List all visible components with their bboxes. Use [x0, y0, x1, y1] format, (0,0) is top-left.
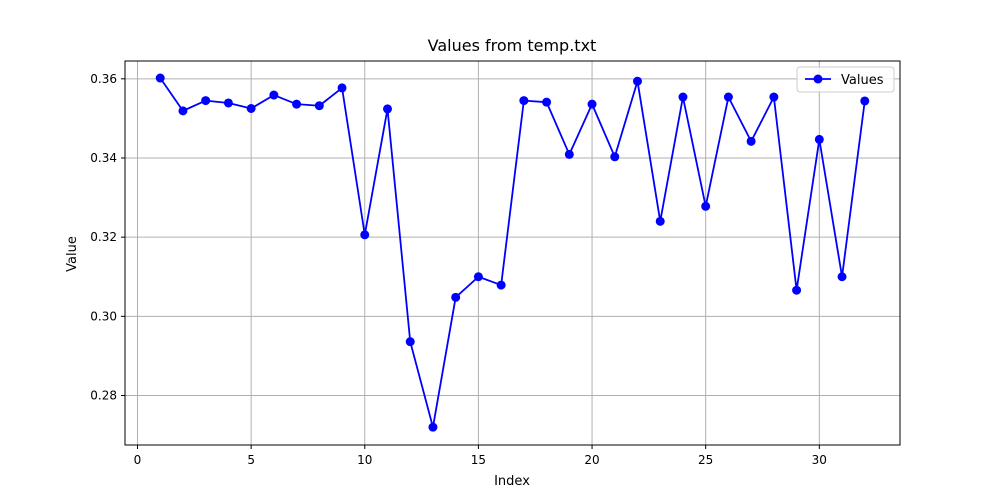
grid-lines — [125, 61, 900, 445]
data-point — [723, 92, 733, 102]
data-point — [496, 280, 506, 290]
y-tick-label: 0.28 — [90, 389, 117, 403]
y-tick-label: 0.32 — [90, 230, 117, 244]
x-tick-label: 5 — [247, 453, 255, 467]
data-point — [473, 272, 483, 282]
x-tick-label: 0 — [134, 453, 142, 467]
data-point — [155, 73, 165, 83]
data-point — [269, 90, 279, 100]
data-point — [360, 230, 370, 240]
series-line — [159, 77, 866, 429]
axes: 0 5 10 15 20 25 30 0.28 0.30 0.32 0.34 0.36 — [90, 60, 901, 467]
data-point — [633, 76, 642, 86]
data-point — [564, 149, 574, 159]
data-point — [860, 96, 870, 106]
data-point — [655, 216, 665, 226]
plot-frame — [124, 60, 901, 446]
data-point — [314, 101, 324, 111]
data-point — [383, 104, 392, 114]
data-point — [587, 99, 597, 109]
y-tick-label: 0.30 — [90, 309, 117, 323]
series-layer — [155, 73, 870, 432]
x-tick-label: 15 — [471, 453, 486, 467]
data-point — [769, 92, 779, 102]
data-point — [519, 96, 529, 106]
y-axis-label: Value — [65, 236, 80, 272]
data-point — [746, 136, 756, 146]
data-point — [837, 272, 847, 282]
data-point — [678, 92, 688, 102]
y-tick-label: 0.36 — [90, 72, 117, 86]
legend: Values — [796, 66, 895, 93]
data-point — [178, 106, 188, 116]
data-point — [428, 422, 438, 432]
data-point — [701, 201, 711, 211]
x-tick-label: 25 — [698, 453, 713, 467]
legend-box — [796, 66, 895, 93]
data-point — [337, 83, 347, 93]
data-point — [610, 152, 620, 162]
data-point — [292, 99, 302, 109]
data-point — [792, 285, 802, 295]
data-point — [405, 337, 415, 347]
legend-marker-swatch — [813, 74, 823, 84]
data-point — [451, 292, 461, 302]
chart-title: Values from temp.txt — [428, 36, 597, 55]
data-point — [223, 98, 233, 108]
data-point — [542, 97, 552, 107]
data-point — [814, 134, 824, 144]
x-tick-label: 20 — [584, 453, 599, 467]
x-tick-label: 30 — [812, 453, 827, 467]
legend-label: Values — [841, 73, 884, 88]
data-point — [246, 104, 256, 114]
y-tick-label: 0.34 — [90, 151, 117, 165]
x-axis-label: Index — [494, 474, 530, 489]
x-tick-label: 10 — [357, 453, 372, 467]
data-point — [201, 96, 211, 106]
